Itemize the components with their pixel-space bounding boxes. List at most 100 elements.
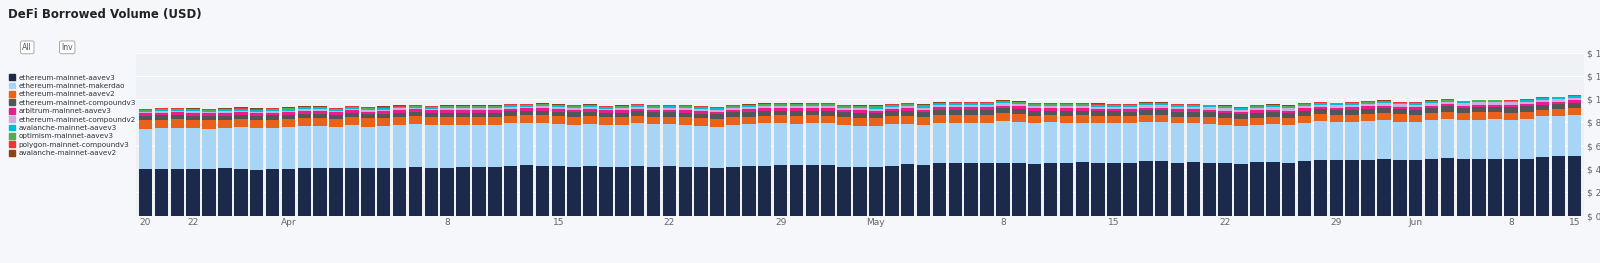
- Bar: [1378, 103, 1390, 106]
- Bar: [202, 120, 216, 129]
- Bar: [1234, 110, 1248, 112]
- Bar: [1266, 117, 1280, 124]
- Bar: [1330, 110, 1342, 115]
- Bar: [504, 111, 517, 115]
- Bar: [758, 103, 771, 104]
- Bar: [1155, 108, 1168, 110]
- Bar: [917, 104, 930, 105]
- Bar: [314, 108, 326, 109]
- Bar: [678, 107, 693, 108]
- Bar: [1440, 99, 1454, 100]
- Bar: [885, 166, 899, 216]
- Bar: [742, 112, 755, 117]
- Bar: [1394, 107, 1406, 109]
- Bar: [314, 107, 326, 108]
- Bar: [981, 115, 994, 123]
- Bar: [504, 123, 517, 166]
- Bar: [1059, 116, 1074, 123]
- Bar: [1059, 108, 1074, 111]
- Bar: [997, 106, 1010, 108]
- Bar: [408, 107, 422, 108]
- Bar: [1394, 114, 1406, 122]
- Bar: [949, 103, 962, 104]
- Bar: [202, 111, 216, 112]
- Bar: [662, 117, 677, 124]
- Bar: [726, 113, 739, 117]
- Legend: ethereum-mainnet-aavev3, ethereum-mainnet-makerdao, ethereum-mainnet-aavev2, eth: ethereum-mainnet-aavev3, ethereum-mainne…: [6, 72, 138, 158]
- Bar: [1378, 113, 1390, 120]
- Bar: [1520, 119, 1533, 159]
- Bar: [346, 168, 358, 216]
- Bar: [1043, 115, 1058, 123]
- Bar: [536, 103, 549, 104]
- Bar: [1027, 116, 1042, 123]
- Bar: [440, 110, 454, 113]
- Bar: [1426, 113, 1438, 120]
- Bar: [1314, 102, 1326, 103]
- Bar: [1394, 160, 1406, 216]
- Bar: [646, 110, 661, 112]
- Bar: [250, 110, 264, 112]
- Bar: [1378, 159, 1390, 216]
- Bar: [1504, 102, 1518, 103]
- Bar: [821, 108, 835, 111]
- Bar: [1187, 105, 1200, 106]
- Bar: [1075, 111, 1090, 115]
- Bar: [1250, 105, 1264, 106]
- Bar: [997, 121, 1010, 163]
- Bar: [869, 109, 883, 110]
- Bar: [1155, 110, 1168, 115]
- Bar: [488, 108, 501, 110]
- Bar: [1552, 102, 1565, 104]
- Bar: [1314, 107, 1326, 109]
- Bar: [1171, 163, 1184, 216]
- Bar: [472, 113, 486, 117]
- Bar: [600, 106, 613, 107]
- Bar: [758, 105, 771, 106]
- Bar: [1091, 163, 1106, 216]
- Bar: [694, 106, 707, 107]
- Bar: [774, 115, 787, 123]
- Bar: [282, 108, 294, 109]
- Bar: [1362, 160, 1374, 216]
- Bar: [1282, 113, 1296, 118]
- Bar: [1250, 110, 1264, 113]
- Bar: [678, 117, 693, 125]
- Bar: [346, 109, 358, 110]
- Bar: [1027, 164, 1042, 216]
- Bar: [853, 106, 867, 107]
- Bar: [1346, 102, 1358, 103]
- Bar: [917, 112, 930, 117]
- Bar: [1426, 103, 1438, 106]
- Bar: [646, 112, 661, 117]
- Bar: [266, 110, 280, 111]
- Bar: [456, 113, 470, 117]
- Bar: [1123, 163, 1136, 216]
- Bar: [568, 110, 581, 113]
- Bar: [1187, 109, 1200, 112]
- Bar: [1536, 97, 1549, 98]
- Bar: [821, 116, 835, 123]
- Bar: [1219, 110, 1232, 113]
- Bar: [646, 108, 661, 110]
- Bar: [1234, 126, 1248, 164]
- Bar: [1234, 108, 1248, 110]
- Bar: [488, 107, 501, 108]
- Bar: [662, 106, 677, 107]
- Bar: [678, 110, 693, 113]
- Bar: [1266, 110, 1280, 112]
- Bar: [1362, 102, 1374, 103]
- Bar: [1282, 105, 1296, 106]
- Bar: [202, 112, 216, 113]
- Bar: [981, 103, 994, 104]
- Bar: [378, 108, 390, 109]
- Bar: [1013, 103, 1026, 104]
- Bar: [536, 104, 549, 105]
- Bar: [1155, 122, 1168, 161]
- Bar: [282, 112, 294, 115]
- Bar: [726, 107, 739, 108]
- Bar: [552, 104, 565, 105]
- Bar: [1013, 109, 1026, 114]
- Bar: [1472, 100, 1486, 101]
- Bar: [933, 103, 946, 104]
